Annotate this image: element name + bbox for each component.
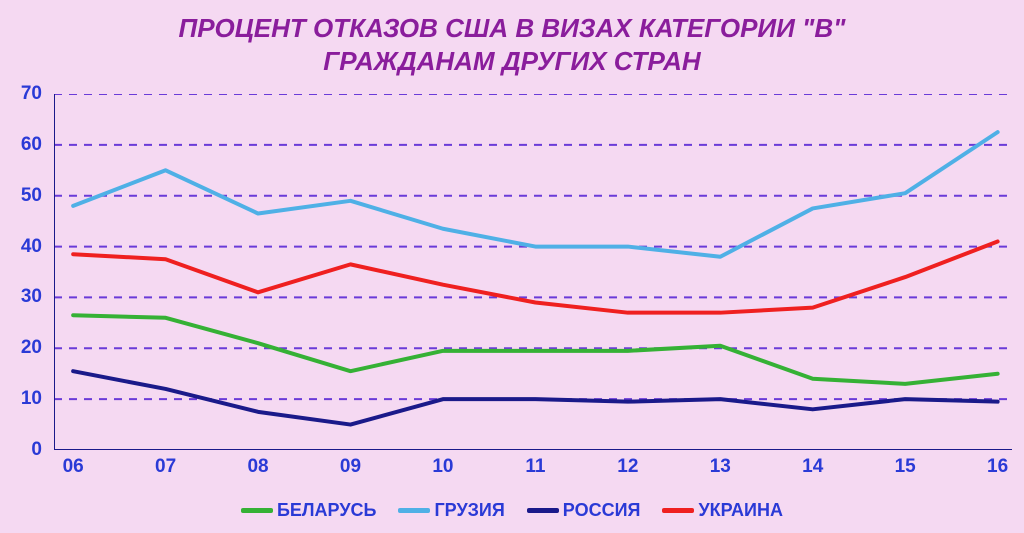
x-tick-label: 12 [617,456,638,478]
series-line [73,132,997,257]
legend-label: УКРАИНА [698,500,783,521]
legend-item: РОССИЯ [527,500,641,521]
data-lines [54,94,1012,450]
series-line [73,241,997,312]
legend-swatch [662,508,694,513]
x-tick-label: 16 [987,456,1008,478]
legend-swatch [527,508,559,513]
x-tick-label: 07 [155,456,176,478]
x-tick-label: 09 [340,456,361,478]
legend-label: ГРУЗИЯ [434,500,504,521]
plot-area [54,94,1012,450]
chart-title-line2: ГРАЖДАНАМ ДРУГИХ СТРАН [0,45,1024,78]
chart-container: ПРОЦЕНТ ОТКАЗОВ США В ВИЗАХ КАТЕГОРИИ "В… [0,0,1024,533]
x-tick-label: 15 [895,456,916,478]
legend-swatch [241,508,273,513]
legend: БЕЛАРУСЬ ГРУЗИЯ РОССИЯ УКРАИНА [0,500,1024,521]
series-line [73,371,997,424]
legend-item: БЕЛАРУСЬ [241,500,376,521]
y-tick-label: 70 [14,83,42,105]
series-line [73,315,997,384]
legend-item: УКРАИНА [662,500,783,521]
y-tick-label: 50 [14,185,42,207]
x-tick-label: 06 [63,456,84,478]
chart-title: ПРОЦЕНТ ОТКАЗОВ США В ВИЗАХ КАТЕГОРИИ "В… [0,0,1024,77]
y-tick-label: 40 [14,236,42,258]
y-tick-label: 60 [14,134,42,156]
y-tick-label: 20 [14,337,42,359]
chart-title-line1: ПРОЦЕНТ ОТКАЗОВ США В ВИЗАХ КАТЕГОРИИ "В… [0,12,1024,45]
legend-swatch [398,508,430,513]
x-tick-label: 10 [432,456,453,478]
y-tick-label: 30 [14,286,42,308]
y-tick-label: 10 [14,388,42,410]
legend-label: БЕЛАРУСЬ [277,500,376,521]
x-tick-label: 08 [247,456,268,478]
x-tick-label: 11 [525,456,545,478]
x-tick-label: 13 [710,456,731,478]
legend-item: ГРУЗИЯ [398,500,504,521]
x-tick-label: 14 [802,456,823,478]
legend-label: РОССИЯ [563,500,641,521]
y-tick-label: 0 [14,439,42,461]
